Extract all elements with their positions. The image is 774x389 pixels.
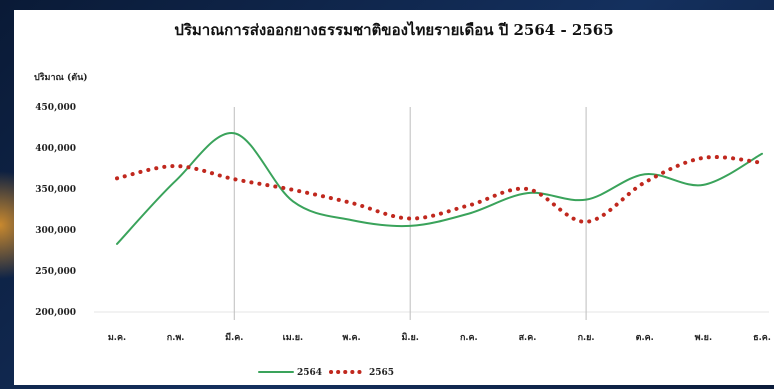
y-tick-label: 300,000: [35, 226, 76, 236]
x-axis: ม.ค. ก.พ. มี.ค. เม.ย. พ.ค. มิ.ย. ก.ค. ส.ค. ก.ย. ต…: [108, 332, 771, 343]
chart-title: ปริมาณการส่งออกยางธรรมชาติของไทยรายเดือน…: [174, 21, 614, 39]
y-axis-title: ปริมาณ (ตัน): [34, 72, 88, 83]
x-tick-label: เม.ย.: [283, 333, 304, 343]
line-chart: ปริมาณ (ตัน) 200,000 250,000 300,000 350,000…: [34, 72, 771, 378]
y-tick-label: 450,000: [35, 103, 76, 113]
legend-label-2565: 2565: [369, 368, 394, 378]
chart-legend: 2564 2565: [258, 368, 394, 378]
x-tick-label: มิ.ย.: [401, 332, 419, 343]
series-line-2565: [115, 155, 764, 224]
legend-label-2564: 2564: [297, 368, 322, 378]
x-tick-label: มี.ค.: [225, 332, 243, 343]
x-tick-label: ก.พ.: [167, 333, 185, 343]
x-tick-label: ม.ค.: [108, 333, 126, 343]
chart-card: ปริมาณการส่งออกยางธรรมชาติของไทยรายเดือน…: [14, 10, 774, 385]
y-tick-label: 350,000: [35, 185, 76, 195]
chart-grid: [94, 107, 769, 320]
y-tick-label: 200,000: [35, 308, 76, 318]
y-axis: ปริมาณ (ตัน) 200,000 250,000 300,000 350,000…: [34, 72, 88, 318]
x-tick-label: ธ.ค.: [753, 333, 771, 343]
x-tick-label: ก.ค.: [460, 333, 478, 343]
decorative-accent: [0, 150, 18, 300]
x-tick-label: ส.ค.: [519, 333, 537, 343]
x-tick-label: ก.ย.: [578, 333, 595, 343]
plot-area: [115, 132, 764, 245]
y-tick-label: 250,000: [35, 267, 76, 277]
y-tick-label: 400,000: [35, 144, 76, 154]
series-line-2564: [116, 132, 763, 245]
x-tick-label: พ.ค.: [342, 333, 360, 343]
x-tick-label: พ.ย.: [695, 333, 712, 343]
x-tick-label: ต.ค.: [636, 333, 654, 343]
